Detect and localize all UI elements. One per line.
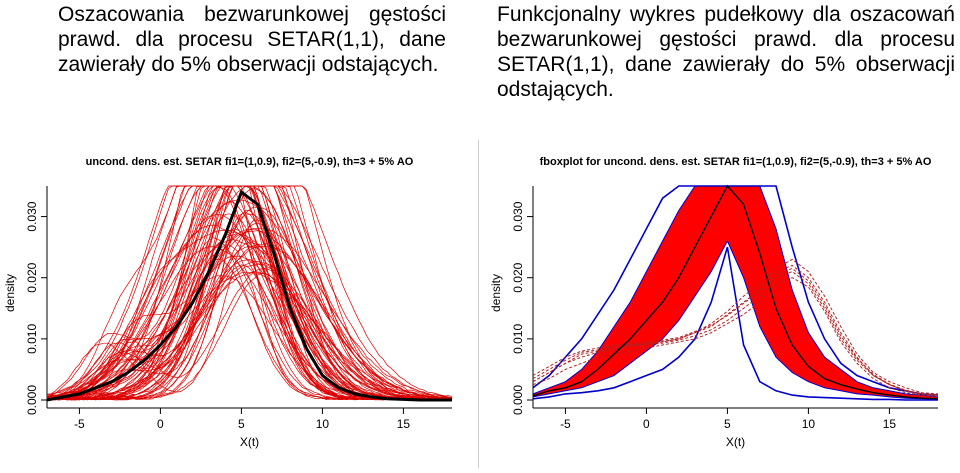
- chart-title-left: uncond. dens. est. SETAR fi1=(1,0.9), fi…: [86, 156, 414, 168]
- density-curve: [46, 227, 453, 400]
- x-tick-label-left: 10: [316, 417, 330, 431]
- outlier-curve: [532, 267, 939, 396]
- density-curve: [46, 230, 453, 400]
- density-curve: [46, 245, 453, 401]
- caption-right: Funkcjonalny wykres pudełkowy dla oszaco…: [497, 3, 955, 101]
- caption-left: Oszacowania bezwarunkowej gęstości prawd…: [58, 3, 446, 76]
- chart-title-right: fboxplot for uncond. dens. est. SETAR fi…: [540, 156, 932, 168]
- density-curve: [46, 264, 453, 401]
- density-curve: [46, 185, 453, 400]
- density-curve: [46, 243, 452, 401]
- density-curve: [46, 232, 453, 400]
- density-curve: [46, 239, 453, 401]
- density-curve: [46, 185, 453, 401]
- density-curve: [46, 230, 453, 400]
- density-curve: [46, 185, 453, 399]
- outlier-curve: [532, 258, 939, 395]
- band-lower-edge: [532, 239, 939, 400]
- x-axis-label-right: X(t): [726, 435, 745, 449]
- x-tick-label-left: 15: [397, 417, 411, 431]
- chart-left-svg: uncond. dens. est. SETAR fi1=(1,0.9), fi…: [3, 156, 453, 449]
- density-curve: [46, 228, 453, 401]
- chart-right-svg: fboxplot for uncond. dens. est. SETAR fi…: [489, 156, 939, 449]
- density-curve: [46, 275, 453, 401]
- density-curve: [46, 244, 453, 401]
- mean-density-curve: [46, 189, 452, 402]
- y-tick-label-right: 0.010: [511, 324, 525, 354]
- x-tick-label-left: 5: [238, 417, 245, 431]
- y-axis-label-left: density: [3, 274, 17, 312]
- x-tick-label-right: 5: [724, 417, 731, 431]
- y-tick-label-left: 0.020: [25, 262, 39, 292]
- density-curve: [46, 185, 453, 400]
- x-tick-label-left: 0: [157, 417, 164, 431]
- y-axis-label-right: density: [489, 274, 503, 312]
- chart-right: fboxplot for uncond. dens. est. SETAR fi…: [486, 150, 960, 468]
- y-tick-label-right: 0.000: [511, 385, 525, 415]
- y-tick-label-left: 0.030: [25, 201, 39, 231]
- y-tick-label-left: 0.010: [25, 324, 39, 354]
- median-curve: [532, 184, 939, 400]
- panel-divider: [478, 140, 479, 468]
- x-axis-label-left: X(t): [240, 435, 259, 449]
- x-tick-label-right: 10: [802, 417, 816, 431]
- envelope-lower: [532, 246, 938, 401]
- density-curve: [46, 185, 453, 400]
- y-tick-label-right: 0.030: [511, 201, 525, 231]
- x-tick-label-right: 15: [883, 417, 897, 431]
- outlier-curve: [532, 271, 939, 396]
- envelope-upper: [532, 185, 939, 396]
- density-curve: [46, 187, 453, 401]
- central-band: [533, 186, 938, 400]
- y-tick-label-left: 0.000: [25, 385, 39, 415]
- density-curve: [46, 185, 453, 400]
- x-tick-label-right: 0: [643, 417, 650, 431]
- density-curve: [46, 261, 453, 401]
- density-curve: [46, 185, 453, 400]
- x-tick-label-left: -5: [74, 417, 85, 431]
- x-tick-label-right: -5: [560, 417, 571, 431]
- y-tick-label-right: 0.020: [511, 262, 525, 292]
- chart-left: uncond. dens. est. SETAR fi1=(1,0.9), fi…: [0, 150, 470, 468]
